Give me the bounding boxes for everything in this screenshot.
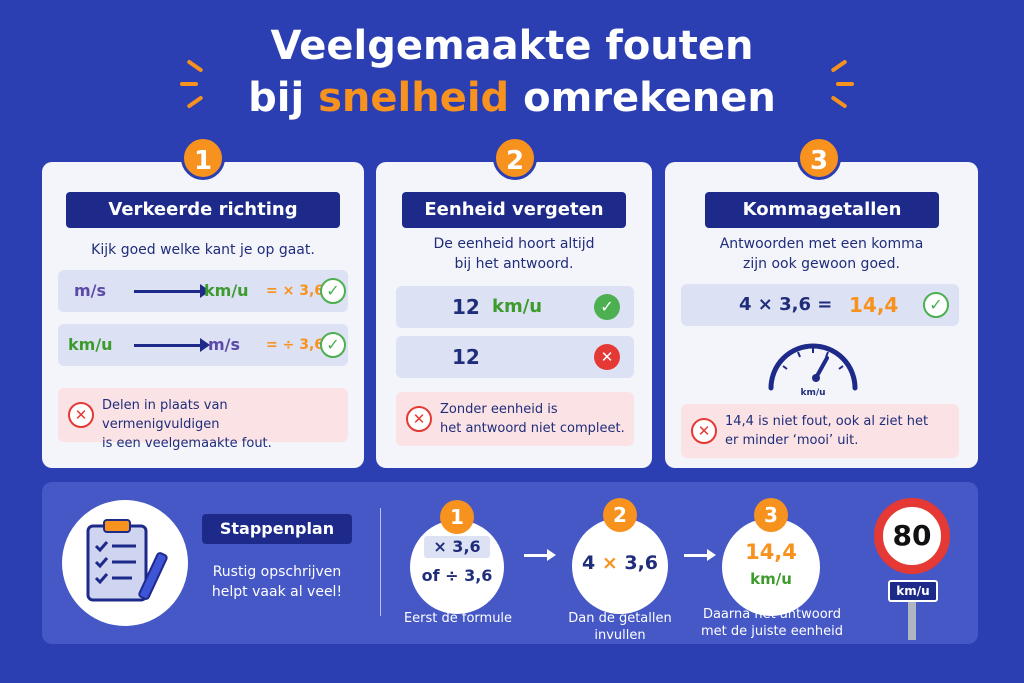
arrow-right-icon	[684, 549, 716, 561]
speed-sign: 80	[874, 498, 950, 574]
cross-icon: ✕	[68, 402, 94, 428]
divider	[380, 508, 381, 616]
row-unit: km/u	[492, 296, 543, 317]
step-1-circle: × 3,6 of ÷ 3,6	[410, 520, 504, 614]
check-icon: ✓	[594, 294, 620, 320]
row-1-from: m/s	[74, 281, 107, 300]
plan-tip-line-2: helpt vaak al veel!	[211, 584, 343, 600]
speed-sign-unit: km/u	[888, 580, 938, 602]
card-1-title: Verkeerde richting	[66, 192, 340, 228]
arrow-right-icon	[524, 549, 556, 561]
clipboard-circle	[62, 500, 188, 626]
conversion-row-2: km/u m/s = ÷ 3,6 ✓	[58, 324, 348, 366]
error-3-line-2: er minder ‘mooi’ uit.	[725, 433, 859, 448]
step-3-circle: 14,4 km/u	[722, 518, 820, 616]
card-3-desc-line-1: Antwoorden met een komma	[719, 236, 924, 252]
title-post: omrekenen	[509, 75, 776, 121]
title-line-2: bij snelheid omrekenen	[0, 72, 1024, 124]
step-2-caption-line-2: invullen	[594, 628, 646, 643]
step-badge-1: 1	[440, 500, 474, 534]
step-2-calc: 4 × 3,6	[572, 552, 668, 574]
cross-icon: ✕	[406, 406, 432, 432]
step-2-op: ×	[601, 552, 618, 574]
card-2-title: Eenheid vergeten	[402, 192, 626, 228]
check-icon: ✓	[923, 292, 949, 318]
step-3-caption-line-1: Daarna het antwoord	[702, 607, 842, 622]
calc-result: 14,4	[849, 293, 899, 317]
spark-right-icon	[820, 59, 860, 110]
gauge-label: km/u	[800, 388, 826, 398]
card-2-desc-line-2: bij het antwoord.	[454, 256, 574, 272]
card-3-title: Kommagetallen	[705, 192, 939, 228]
row-2-to: m/s	[208, 335, 241, 354]
step-1-divide: of ÷ 3,6	[421, 566, 493, 585]
card-wrong-direction: Verkeerde richting Kijk goed welke kant …	[42, 162, 364, 468]
step-badge-3: 3	[754, 498, 788, 532]
card-1-desc: Kijk goed welke kant je op gaat.	[91, 242, 315, 258]
calc-row: 4 × 3,6 = 14,4 ✓	[681, 284, 959, 326]
speed-sign-value: 80	[892, 519, 932, 552]
plan-title: Stappenplan	[202, 514, 352, 544]
cross-icon: ✕	[594, 344, 620, 370]
row-2-from: km/u	[68, 335, 113, 354]
error-note-3: ✕ 14,4 is niet fout, ook al ziet het er m…	[681, 404, 959, 458]
answer-row-correct: 12 km/u ✓	[396, 286, 634, 328]
step-3-value: 14,4	[745, 540, 797, 564]
check-icon: ✓	[320, 278, 346, 304]
step-2-caption-line-1: Dan de getallen	[568, 611, 672, 626]
error-2-line-2: het antwoord niet compleet.	[440, 421, 625, 436]
error-3-line-1: 14,4 is niet fout, ook al ziet het	[725, 414, 929, 429]
step-2-caption: Dan de getallen invullen	[550, 610, 690, 644]
row-value-no-unit: 12	[452, 345, 480, 369]
error-2-line-1: Zonder eenheid is	[440, 402, 558, 417]
error-note-1: ✕ Delen in plaats van vermenigvuldigen is…	[58, 388, 348, 451]
card-2-desc-line-1: De eenheid hoort altijd	[433, 236, 595, 252]
title-line-1: Veelgemaakte fouten	[270, 23, 754, 69]
row-value: 12	[452, 295, 480, 319]
step-3-unit: km/u	[750, 570, 792, 588]
step-2-a: 4	[581, 552, 596, 574]
title-pre: bij	[248, 75, 319, 121]
sign-pole	[908, 594, 916, 640]
number-badge-1: 1	[181, 136, 225, 180]
step-2-b: 3,6	[624, 552, 659, 574]
plan-tip-line-1: Rustig opschrijven	[212, 564, 342, 580]
arrow-right-icon	[134, 338, 210, 352]
answer-row-wrong: 12 ✕	[396, 336, 634, 378]
conversion-row-1: m/s km/u = × 3,6 ✓	[58, 270, 348, 312]
error-1-line-2: is een veelgemaakte fout.	[102, 436, 272, 451]
step-3-caption-line-2: met de juiste eenheid	[700, 624, 844, 639]
number-badge-2: 2	[493, 136, 537, 180]
step-1-caption: Eerst de formule	[403, 611, 513, 626]
page-title: Veelgemaakte fouten bij snelheid omreken…	[0, 20, 1024, 124]
title-highlight: snelheid	[318, 75, 510, 121]
card-2-desc: De eenheid hoort altijd bij het antwoord…	[376, 234, 652, 274]
cross-icon: ✕	[691, 418, 717, 444]
card-3-desc: Antwoorden met een komma zijn ook gewoon…	[665, 234, 978, 274]
calc-expression: 4 × 3,6 =	[739, 294, 833, 315]
spark-left-icon	[178, 59, 218, 110]
step-1-multiply: × 3,6	[424, 536, 490, 558]
error-note-2: ✕ Zonder eenheid is het antwoord niet com…	[396, 392, 634, 446]
check-icon: ✓	[320, 332, 346, 358]
row-1-to: km/u	[204, 281, 249, 300]
row-2-op: = ÷ 3,6	[266, 337, 325, 353]
card-forgot-unit: Eenheid vergeten De eenheid hoort altijd…	[376, 162, 652, 468]
error-1-line-1: Delen in plaats van vermenigvuldigen	[102, 398, 228, 432]
step-badge-2: 2	[603, 498, 637, 532]
speedometer-icon	[768, 343, 858, 391]
plan-tip: Rustig opschrijven helpt vaak al veel!	[202, 562, 352, 602]
row-1-op: = × 3,6	[266, 283, 325, 299]
card-decimals: Kommagetallen Antwoorden met een komma z…	[665, 162, 978, 468]
step-plan-panel: Stappenplan Rustig opschrijven helpt vaa…	[42, 482, 978, 644]
arrow-right-icon	[134, 284, 210, 298]
step-3-caption: Daarna het antwoord met de juiste eenhei…	[688, 606, 856, 640]
card-3-desc-line-2: zijn ook gewoon goed.	[743, 256, 900, 272]
clipboard-icon	[86, 519, 168, 602]
step-2-circle: 4 × 3,6	[572, 518, 668, 614]
number-badge-3: 3	[797, 136, 841, 180]
